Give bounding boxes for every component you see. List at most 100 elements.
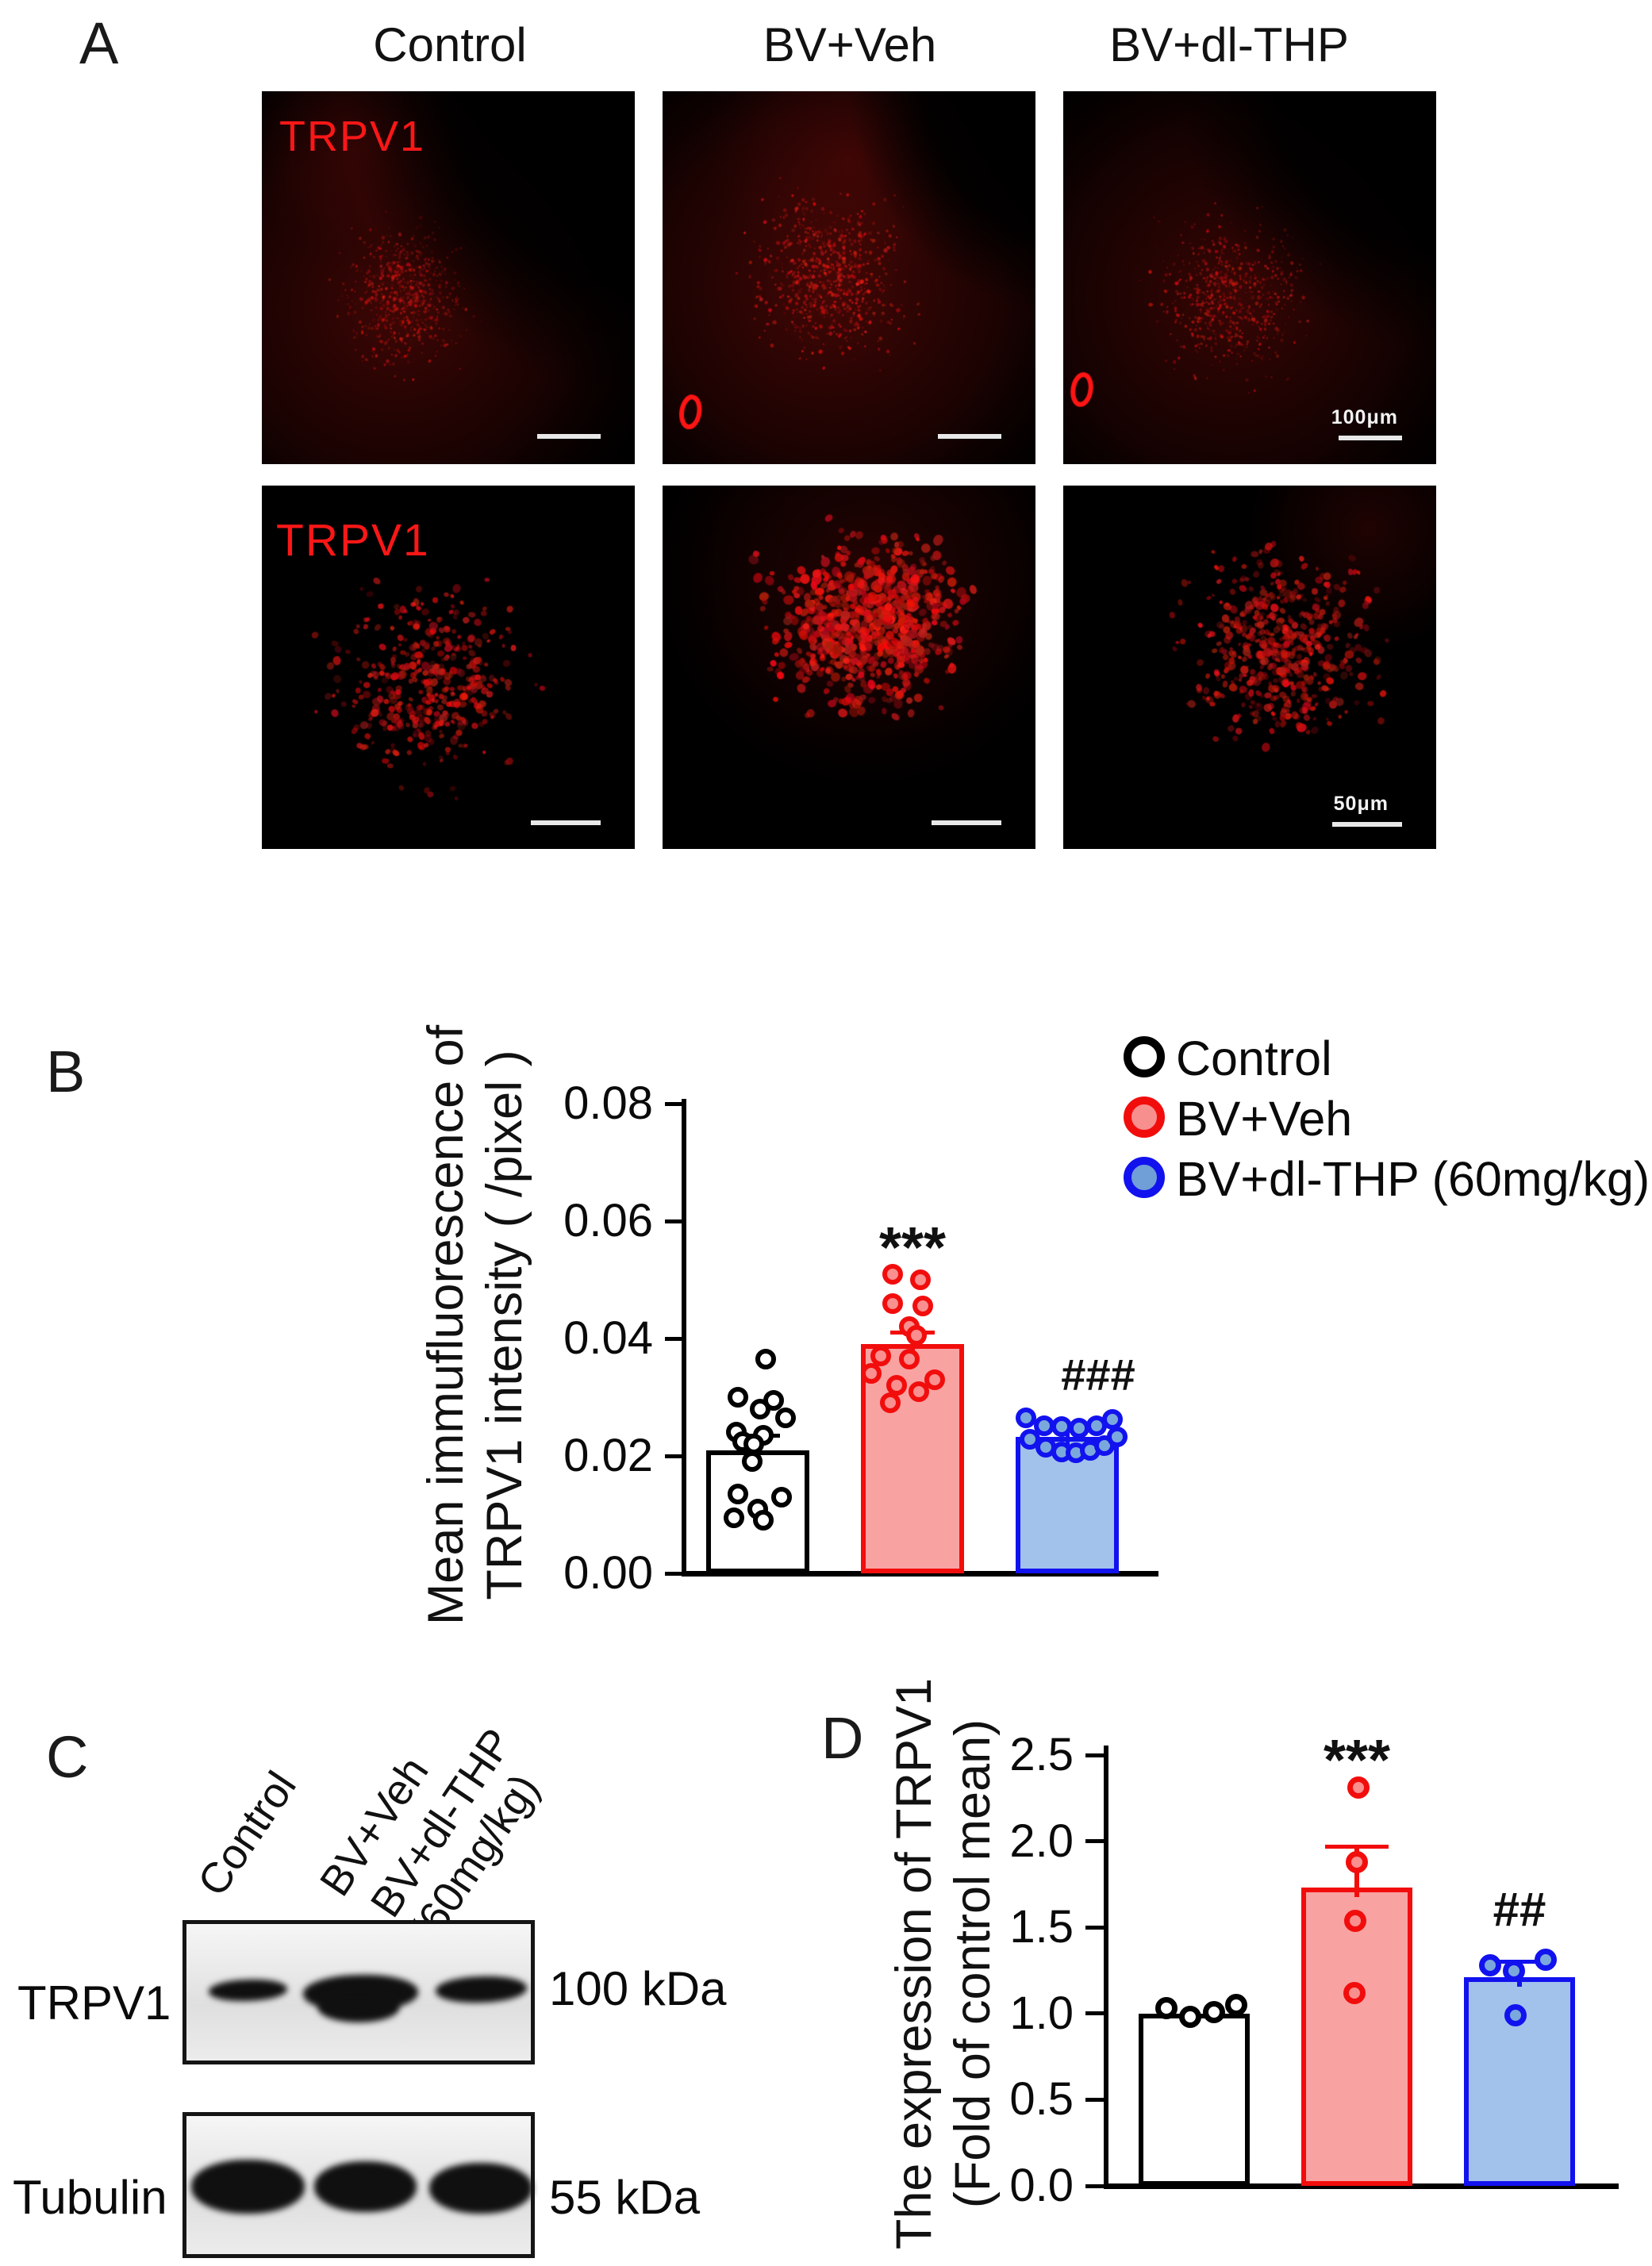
data-point (886, 1375, 907, 1396)
significance-label: ## (1493, 1883, 1546, 1936)
micrograph-row1-bv-dlthp: 100μm (1063, 91, 1436, 464)
data-point (910, 1269, 931, 1290)
scale-bar (1332, 822, 1402, 827)
micrograph-image (262, 91, 635, 464)
panel-c-label: C (46, 1724, 89, 1790)
legend-label: BV+Veh (1176, 1092, 1353, 1146)
legend-circle-icon (1124, 1097, 1165, 1138)
data-point (728, 1484, 748, 1505)
y-tick-label: 2.0 (1009, 1815, 1074, 1867)
data-point (1347, 1776, 1370, 1799)
blot-band (429, 2163, 532, 2214)
data-point (755, 1348, 776, 1369)
y-axis-label-d-line2: (Fold of control mean) (945, 1719, 1001, 2209)
y-tick-mark (665, 1219, 684, 1223)
blot-box-trpv1 (182, 1920, 535, 2064)
lane-label-control: Control (188, 1763, 305, 1905)
y-tick-label: 0.5 (1009, 2073, 1074, 2126)
data-point (753, 1510, 774, 1531)
micrograph-row2-bv-dlthp: 50μm (1063, 486, 1436, 849)
blot-mw-55kda: 55 kDa (549, 2171, 701, 2224)
stain-label: TRPV1 (279, 113, 426, 160)
legend-label: BV+dl-THP (60mg/kg) (1176, 1152, 1650, 1206)
y-tick-mark (665, 1454, 684, 1458)
data-point (1107, 1427, 1128, 1448)
data-point (1343, 1981, 1366, 2004)
data-point (771, 1486, 792, 1507)
significance-label: *** (878, 1216, 947, 1280)
blot-mw-100kda: 100 kDa (549, 1962, 727, 2015)
y-tick-label: 0.00 (563, 1547, 653, 1599)
data-point (1479, 1953, 1501, 1976)
data-point (775, 1407, 796, 1428)
micrograph-row2-control: TRPV1 (262, 486, 635, 849)
blot-band (435, 1975, 528, 2004)
data-point (1504, 2003, 1527, 2026)
legend-circle-icon (1124, 1157, 1165, 1198)
blot-band (314, 2161, 417, 2212)
scale-bar-label: 100μm (1331, 406, 1398, 428)
y-axis-label-b-line1: Mean immufluorescence of (418, 1024, 474, 1626)
y-tick-mark (1085, 1925, 1106, 1930)
error-bar-cap (1325, 1844, 1389, 1849)
scale-bar-label: 50μm (1333, 793, 1389, 815)
data-point (728, 1387, 748, 1408)
x-axis-line (682, 1571, 1158, 1577)
blot-box-tubulin (182, 2112, 535, 2258)
y-tick-mark (1085, 1753, 1106, 1757)
micrograph-image (1063, 486, 1436, 849)
column-header-bv-veh: BV+Veh (763, 18, 937, 71)
data-point (742, 1451, 763, 1473)
blot-band (208, 1978, 288, 2003)
micrograph-image (663, 91, 1035, 464)
y-tick-label: 1.5 (1009, 1901, 1074, 1953)
y-tick-label: 1.0 (1009, 1987, 1074, 2039)
y-axis-label-d: The expression of TRPV1 (Fold of control… (885, 1527, 1004, 2266)
micrograph-image (262, 486, 635, 849)
data-point (1225, 1993, 1247, 2016)
data-point (909, 1381, 929, 1402)
data-point (861, 1363, 882, 1385)
data-point (1203, 2000, 1225, 2023)
micrograph-row1-control: TRPV1 (262, 91, 635, 464)
bar-bv-veh (1301, 1888, 1412, 2186)
data-point (899, 1348, 920, 1369)
blot-target-trpv1: TRPV1 (17, 1976, 171, 2030)
data-point (882, 1263, 903, 1285)
y-tick-label: 2.5 (1009, 1729, 1074, 1780)
data-point (1535, 1949, 1557, 1972)
y-tick-label: 0.04 (563, 1312, 653, 1364)
data-point (882, 1292, 903, 1314)
y-axis-line (1104, 1746, 1108, 2188)
stain-label: TRPV1 (276, 515, 430, 566)
data-point (906, 1325, 927, 1346)
blot-band (191, 2160, 305, 2214)
data-point (1179, 2006, 1201, 2029)
y-axis-label-d-line1: The expression of TRPV1 (886, 1677, 942, 2250)
data-point (880, 1392, 901, 1414)
data-point (1346, 1850, 1368, 1873)
data-point (1016, 1407, 1036, 1428)
y-tick-mark (665, 1101, 684, 1106)
data-point (1069, 1418, 1089, 1439)
y-tick-mark (1085, 2183, 1106, 2188)
y-tick-mark (665, 1336, 684, 1341)
data-point (924, 1369, 945, 1390)
data-point (870, 1346, 891, 1367)
legend-circle-icon (1124, 1036, 1165, 1077)
panel-a-label: A (79, 10, 119, 76)
y-tick-mark (1085, 2097, 1106, 2102)
micrograph-image (663, 486, 1035, 849)
data-point (1503, 1959, 1525, 1982)
blot-target-tubulin: Tubulin (13, 2171, 167, 2224)
data-point (1155, 1997, 1178, 2020)
error-bar (1065, 1429, 1070, 1447)
data-point (912, 1296, 933, 1317)
significance-label: ### (1061, 1350, 1135, 1400)
scale-bar (1339, 436, 1402, 440)
panel-d-label: D (821, 1705, 864, 1771)
y-tick-mark (1085, 1839, 1106, 1844)
y-axis-line (682, 1099, 686, 1576)
scale-bar (531, 820, 601, 825)
x-axis-line (1104, 2183, 1619, 2189)
